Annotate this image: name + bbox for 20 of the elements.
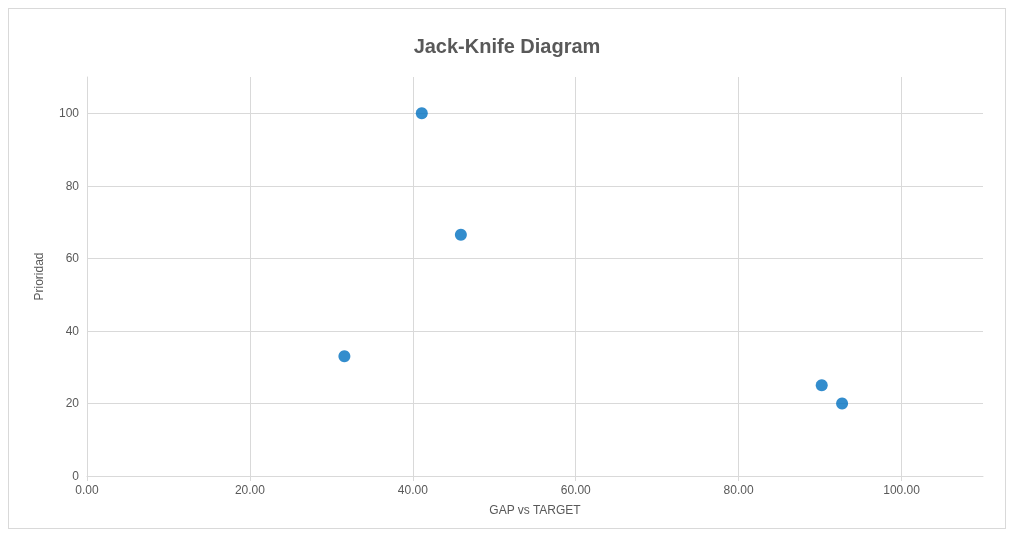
y-tick-label: 40 bbox=[65, 323, 80, 338]
x-tick-label: 60.00 bbox=[560, 483, 592, 497]
point bbox=[415, 107, 428, 120]
point bbox=[338, 350, 351, 363]
x-axis-title: GAP vs TARGET bbox=[489, 503, 582, 517]
y-tick-label: 60 bbox=[65, 251, 80, 266]
x-tick-label: 20.00 bbox=[234, 483, 266, 497]
y-tick-label: 80 bbox=[65, 178, 80, 193]
chart-title: Jack-Knife Diagram bbox=[413, 35, 601, 57]
x-tick-label: 80.00 bbox=[723, 483, 754, 497]
x-tick-label: 0.00 bbox=[75, 483, 99, 497]
y-axis-title: Prioridad bbox=[32, 252, 46, 301]
y-tick-label: 100 bbox=[58, 106, 80, 121]
point bbox=[454, 228, 467, 241]
point bbox=[836, 397, 849, 410]
y-tick-label: 0 bbox=[72, 469, 80, 483]
y-tick-label: 20 bbox=[65, 396, 80, 411]
x-tick-label: 40.00 bbox=[397, 483, 429, 497]
point bbox=[815, 379, 828, 392]
x-tick-label: 100.00 bbox=[883, 483, 921, 497]
